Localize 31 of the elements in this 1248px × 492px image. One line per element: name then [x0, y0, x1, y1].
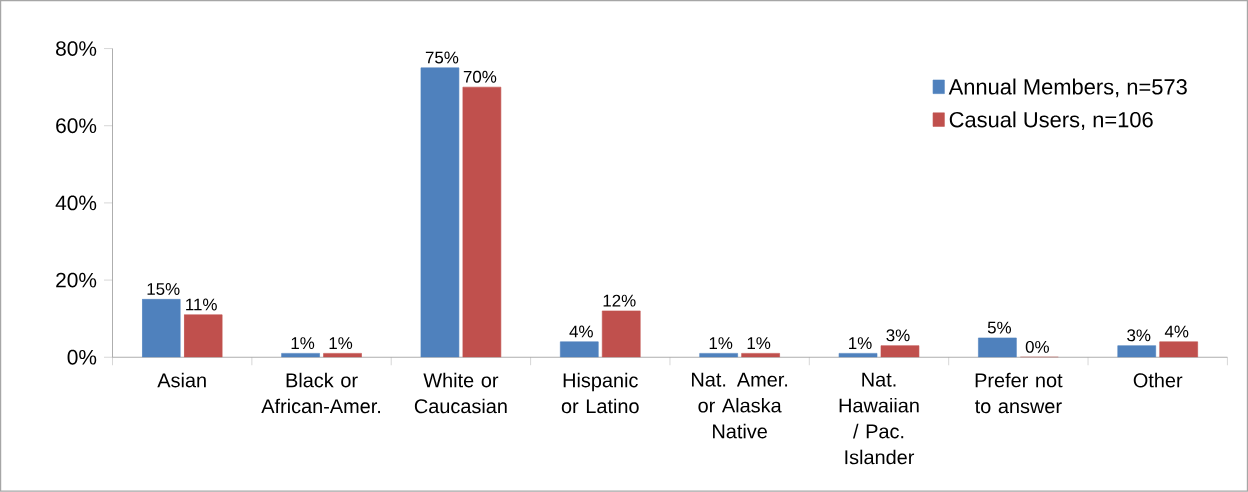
x-tick-label: Nat. Amer. or Alaska Native	[692, 372, 788, 439]
data-label: 4%	[1164, 325, 1189, 338]
data-label: 1%	[849, 337, 872, 350]
x-tick-label: Other	[1133, 372, 1183, 388]
data-label: 11%	[186, 298, 217, 311]
data-label: 12%	[603, 294, 636, 307]
x-tick-label: Hispanic or Latino	[561, 372, 639, 414]
data-label: 1%	[709, 337, 733, 350]
x-tick-label: Asian	[157, 372, 206, 388]
data-label: 70%	[463, 70, 497, 83]
y-tick-label: 80%	[56, 41, 97, 57]
data-label: 15%	[147, 283, 180, 296]
legend-label: Casual Users, n=106	[949, 111, 1153, 131]
x-tick-label: White or Caucasian	[414, 372, 507, 414]
y-tick-label: 20%	[56, 272, 97, 288]
y-tick-label: 60%	[56, 118, 97, 134]
y-tick-label: 0%	[67, 350, 97, 365]
legend-label: Annual Members, n=573	[948, 78, 1187, 98]
data-label: 0%	[1025, 341, 1049, 353]
data-label: 1%	[747, 337, 771, 350]
data-label: 75%	[425, 51, 459, 64]
data-label: 5%	[987, 321, 1012, 334]
x-tick-label: Prefer not to answer	[974, 372, 1063, 414]
data-label: 4%	[569, 325, 593, 338]
y-tick-label: 40%	[55, 195, 97, 211]
x-tick-label: Black or African-Amer.	[261, 372, 381, 414]
data-label: 3%	[1127, 329, 1151, 342]
data-label: 3%	[886, 329, 910, 342]
data-label: 1%	[329, 337, 353, 350]
data-label: 1%	[291, 337, 315, 350]
x-tick-label: Nat. Hawaiian / Pac. Islander	[839, 372, 919, 465]
